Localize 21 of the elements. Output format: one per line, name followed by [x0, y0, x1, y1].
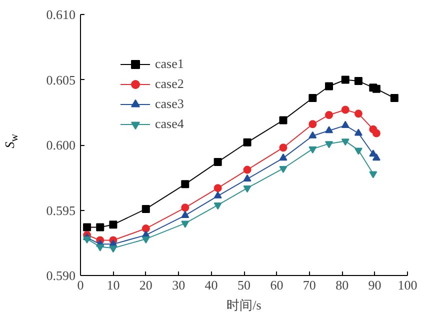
y-tick-label: 0.600 [46, 138, 76, 152]
x-tick-label: 50 [238, 278, 250, 292]
x-tick-label: 70 [302, 278, 316, 292]
y-tick-label: 0.610 [46, 7, 76, 22]
y-tick-label: 0.595 [46, 202, 76, 218]
legend-label: case4 [155, 116, 184, 132]
x-tick-label: 80 [336, 278, 349, 292]
x-tick-label: 40 [204, 278, 218, 292]
x-tick-label: 20 [139, 278, 152, 292]
legend-label: case1 [155, 56, 184, 72]
x-tick-label: 10 [106, 278, 120, 292]
x-tick-label: 0 [77, 278, 84, 292]
y-tick-label: 0.605 [46, 72, 76, 88]
x-tick-label: 90 [368, 278, 382, 292]
legend-label: case2 [155, 76, 184, 92]
y-tick-label: 0.590 [46, 268, 76, 283]
legend-label: case3 [155, 96, 184, 112]
x-tick-label: 100 [398, 278, 418, 292]
x-tick-label: 60 [270, 278, 284, 292]
x-tick-label: 30 [172, 278, 186, 292]
x-axis-title: 时间/s [226, 298, 262, 312]
